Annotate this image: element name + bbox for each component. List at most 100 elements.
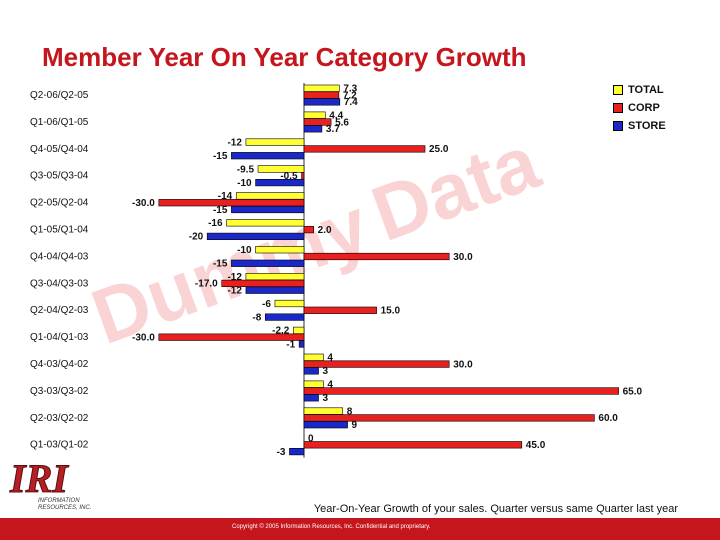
data-label-total: 4	[327, 353, 333, 364]
data-label-total: -16	[208, 218, 223, 229]
data-label-total: -12	[227, 272, 242, 283]
company-logo: IRI INFORMATION RESOURCES, INC.	[9, 456, 92, 511]
bar-corp	[303, 414, 595, 422]
bar-store	[298, 340, 305, 348]
bar-store	[255, 179, 305, 187]
category-label: Q3-05/Q3-04	[30, 171, 89, 182]
data-label-corp: 65.0	[623, 386, 643, 397]
bar-total	[245, 138, 305, 146]
bar-store	[206, 232, 305, 241]
bar-total	[303, 111, 326, 119]
data-label-corp: 60.0	[598, 413, 618, 424]
bar-total	[255, 246, 305, 254]
data-label-corp: 30.0	[453, 359, 473, 370]
data-label-total: -6	[262, 299, 271, 310]
bar-total	[245, 272, 305, 281]
logo-letters: IRI	[9, 456, 69, 501]
bar-total	[303, 407, 344, 415]
bar-corp	[303, 306, 377, 314]
bar-store	[264, 313, 305, 321]
data-label-corp: 15.0	[381, 306, 401, 317]
data-label-total: 8	[347, 406, 353, 417]
data-label-total: -10	[237, 245, 252, 256]
bar-corp	[303, 387, 619, 395]
data-label-corp: -17.0	[195, 279, 218, 290]
bar-corp	[301, 172, 305, 180]
legend-swatch-corp	[613, 103, 623, 113]
bar-corp	[303, 145, 426, 153]
footer-bar: Copyright © 2005 Information Resources, …	[0, 518, 720, 540]
bar-corp	[158, 333, 305, 341]
category-label: Q2-03/Q2-02	[30, 413, 89, 424]
chart-title: Member Year On Year Category Growth	[42, 42, 527, 72]
bar-total	[235, 192, 305, 200]
bar-store	[231, 152, 305, 160]
bar-store	[289, 447, 305, 456]
category-label: Q2-04/Q2-03	[30, 305, 89, 316]
legend: TOTAL CORP STORE	[613, 81, 666, 135]
data-label-total: -14	[218, 191, 233, 202]
legend-swatch-total	[613, 85, 623, 95]
bar-store	[231, 259, 305, 267]
data-label-store: -1	[286, 339, 295, 350]
legend-item-corp: CORP	[613, 99, 666, 117]
data-label-corp: -0.5	[280, 171, 298, 182]
bar-store	[303, 98, 341, 106]
data-label-store: 7.4	[344, 97, 358, 108]
bar-store	[303, 367, 319, 375]
data-label-store: 3	[323, 366, 329, 377]
bar-corp	[158, 199, 305, 207]
bar-total	[303, 84, 340, 92]
bar-corp	[303, 441, 523, 449]
data-label-corp: -30.0	[132, 198, 155, 209]
data-label-corp: 25.0	[429, 144, 449, 155]
bar-store	[245, 286, 305, 294]
logo-line-2: RESOURCES, INC.	[38, 505, 91, 511]
data-label-store: -15	[213, 259, 228, 270]
bar-total	[257, 165, 305, 173]
legend-label-corp: CORP	[628, 102, 660, 114]
bar-total	[303, 380, 324, 388]
category-label: Q1-05/Q1-04	[30, 225, 89, 236]
category-label: Q4-03/Q4-02	[30, 359, 89, 370]
data-label-total: -2.2	[272, 326, 290, 337]
data-label-store: -15	[213, 151, 228, 162]
category-label: Q3-04/Q3-03	[30, 278, 89, 289]
data-label-store: -8	[252, 312, 261, 323]
bar-total	[274, 299, 305, 308]
logo-line-1: INFORMATION	[38, 498, 80, 504]
bar-corp	[303, 91, 340, 99]
category-label: Q1-03/Q1-02	[30, 440, 89, 451]
bar-store	[303, 421, 348, 429]
watermark-word-2: Data	[361, 117, 551, 258]
legend-label-total: TOTAL	[628, 84, 664, 96]
data-label-total: 4.4	[329, 111, 343, 122]
category-label: Q4-05/Q4-04	[30, 144, 89, 155]
bar-store	[303, 394, 319, 402]
data-label-store: 9	[352, 420, 358, 431]
data-label-total: 4	[327, 380, 333, 391]
footnote: Year-On-Year Growth of your sales. Quart…	[313, 503, 678, 515]
data-label-store: -20	[189, 232, 204, 243]
data-label-store: -15	[213, 205, 228, 216]
data-label-store: -12	[227, 286, 242, 297]
bar-corp	[303, 360, 450, 368]
category-label: Q4-04/Q4-03	[30, 251, 89, 262]
copyright-text: Copyright © 2005 Information Resources, …	[232, 524, 431, 530]
data-label-corp: 45.0	[526, 440, 546, 451]
legend-item-total: TOTAL	[613, 81, 666, 99]
data-label-total: 7.3	[343, 84, 357, 95]
bar-total	[226, 219, 305, 227]
data-label-corp: -30.0	[132, 333, 155, 344]
data-label-corp: 7.2	[343, 90, 357, 101]
bar-store	[303, 125, 323, 133]
plot-area: Q2-06/Q2-05 7.37.27.4 Q1-06/Q1-05 4.45.63.7…	[30, 83, 643, 458]
category-label: Q2-05/Q2-04	[30, 198, 89, 209]
data-label-store: 3	[323, 393, 329, 404]
category-label: Q1-04/Q1-03	[30, 332, 89, 343]
data-label-store: 3.7	[326, 124, 340, 135]
bar-corp	[303, 252, 450, 261]
data-label-corp: 5.6	[335, 117, 349, 128]
category-label: Q2-06/Q2-05	[30, 90, 89, 101]
